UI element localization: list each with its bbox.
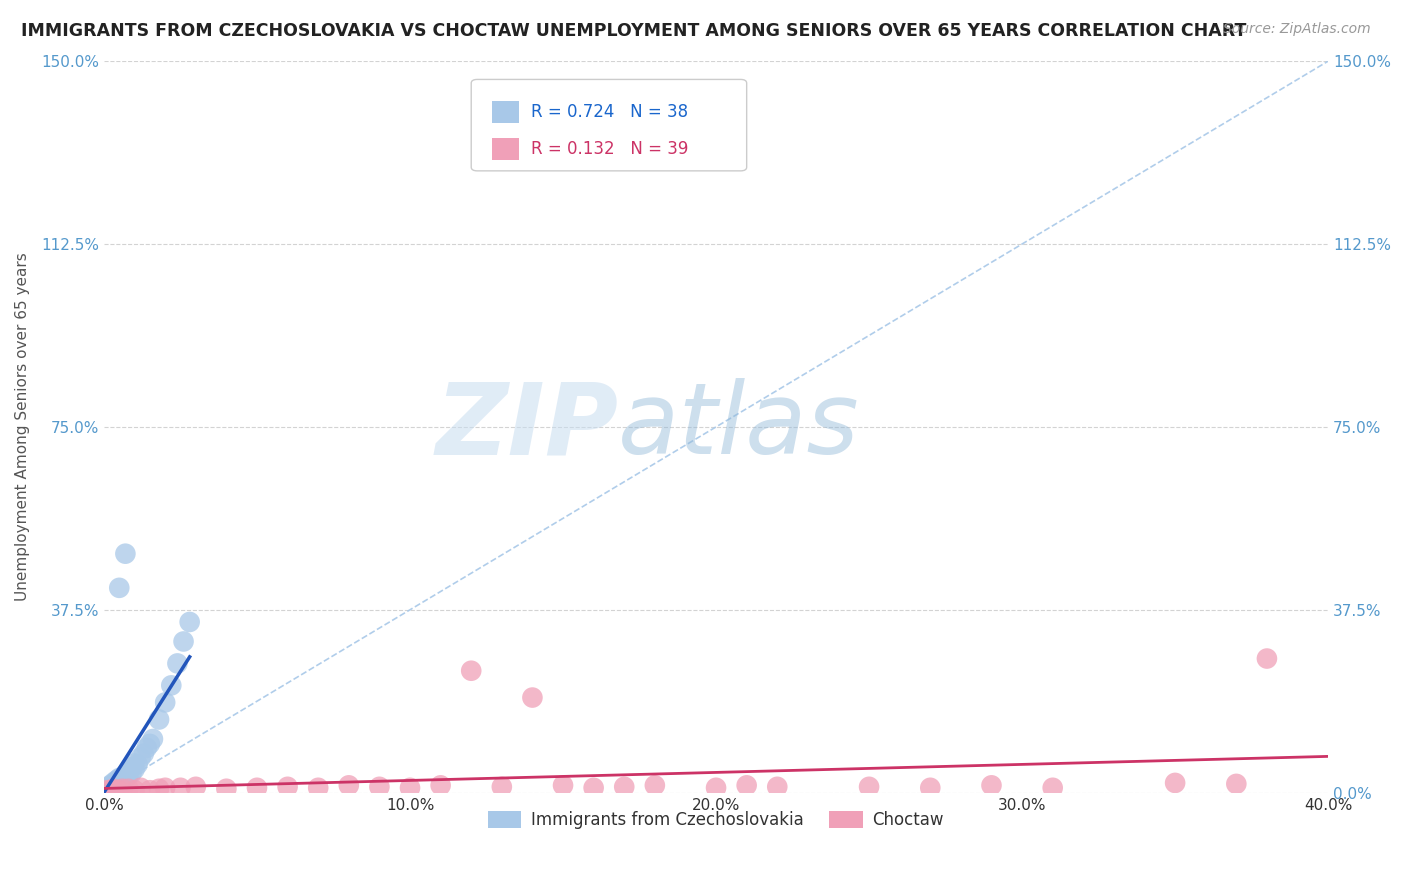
Point: [117, 781, 139, 796]
Point: [153, 780, 176, 795]
Bar: [492, 138, 519, 160]
Point: [980, 778, 1002, 792]
Point: [429, 778, 451, 792]
Point: [111, 770, 134, 784]
Point: [101, 780, 124, 795]
Point: [735, 778, 758, 792]
Y-axis label: Unemployment Among Seniors over 65 years: Unemployment Among Seniors over 65 years: [15, 252, 30, 601]
Point: [114, 771, 136, 785]
Point: [129, 750, 152, 764]
Point: [1042, 780, 1064, 795]
Text: IMMIGRANTS FROM CZECHOSLOVAKIA VS CHOCTAW UNEMPLOYMENT AMONG SENIORS OVER 65 YEA: IMMIGRANTS FROM CZECHOSLOVAKIA VS CHOCTA…: [21, 22, 1247, 40]
Point: [148, 713, 170, 727]
FancyBboxPatch shape: [471, 79, 747, 171]
Point: [337, 778, 360, 792]
Point: [148, 781, 170, 796]
Point: [121, 760, 143, 774]
Point: [166, 657, 188, 671]
Point: [582, 780, 605, 795]
Point: [101, 781, 124, 796]
Point: [399, 780, 422, 795]
Point: [108, 581, 131, 595]
Point: [114, 547, 136, 561]
Text: atlas: atlas: [619, 378, 859, 475]
Point: [117, 764, 139, 778]
Text: R = 0.724   N = 38: R = 0.724 N = 38: [531, 103, 689, 121]
Point: [173, 634, 195, 648]
Point: [132, 747, 155, 761]
Point: [135, 740, 157, 755]
Point: [1164, 776, 1187, 790]
Point: [98, 783, 121, 797]
Point: [179, 615, 201, 629]
Point: [551, 778, 574, 792]
Point: [96, 783, 118, 797]
Point: [96, 780, 118, 795]
Point: [124, 756, 146, 771]
Point: [1225, 777, 1247, 791]
Point: [215, 781, 238, 796]
Legend: Immigrants from Czechoslovakia, Choctaw: Immigrants from Czechoslovakia, Choctaw: [481, 804, 950, 836]
Text: Source: ZipAtlas.com: Source: ZipAtlas.com: [1223, 22, 1371, 37]
Point: [920, 780, 942, 795]
Point: [124, 783, 146, 797]
Point: [105, 783, 128, 797]
Point: [368, 780, 391, 794]
Point: [184, 780, 207, 794]
Point: [124, 762, 146, 776]
Point: [277, 780, 299, 794]
Point: [1256, 651, 1278, 665]
Point: [114, 767, 136, 781]
Point: [858, 780, 880, 794]
Point: [108, 771, 131, 785]
Point: [153, 695, 176, 709]
Point: [101, 778, 124, 792]
Point: [111, 773, 134, 788]
Point: [522, 690, 544, 705]
Point: [105, 776, 128, 790]
Point: [98, 781, 121, 796]
Point: [704, 780, 727, 795]
Point: [117, 768, 139, 782]
Text: R = 0.132   N = 39: R = 0.132 N = 39: [531, 140, 689, 158]
Point: [108, 773, 131, 788]
Point: [160, 678, 183, 692]
Point: [307, 780, 329, 795]
Point: [98, 778, 121, 792]
Point: [139, 737, 162, 751]
Bar: [492, 102, 519, 123]
Point: [111, 781, 134, 796]
Point: [121, 766, 143, 780]
Point: [644, 778, 666, 792]
Point: [246, 780, 269, 795]
Point: [108, 776, 131, 790]
Point: [96, 783, 118, 797]
Text: ZIP: ZIP: [434, 378, 619, 475]
Point: [139, 783, 162, 797]
Point: [766, 780, 789, 794]
Point: [129, 780, 152, 795]
Point: [101, 776, 124, 790]
Point: [98, 780, 121, 794]
Point: [142, 731, 165, 746]
Point: [491, 780, 513, 794]
Point: [460, 664, 482, 678]
Point: [169, 780, 191, 795]
Point: [105, 778, 128, 792]
Point: [108, 783, 131, 797]
Point: [127, 757, 149, 772]
Point: [105, 773, 128, 788]
Point: [613, 780, 636, 794]
